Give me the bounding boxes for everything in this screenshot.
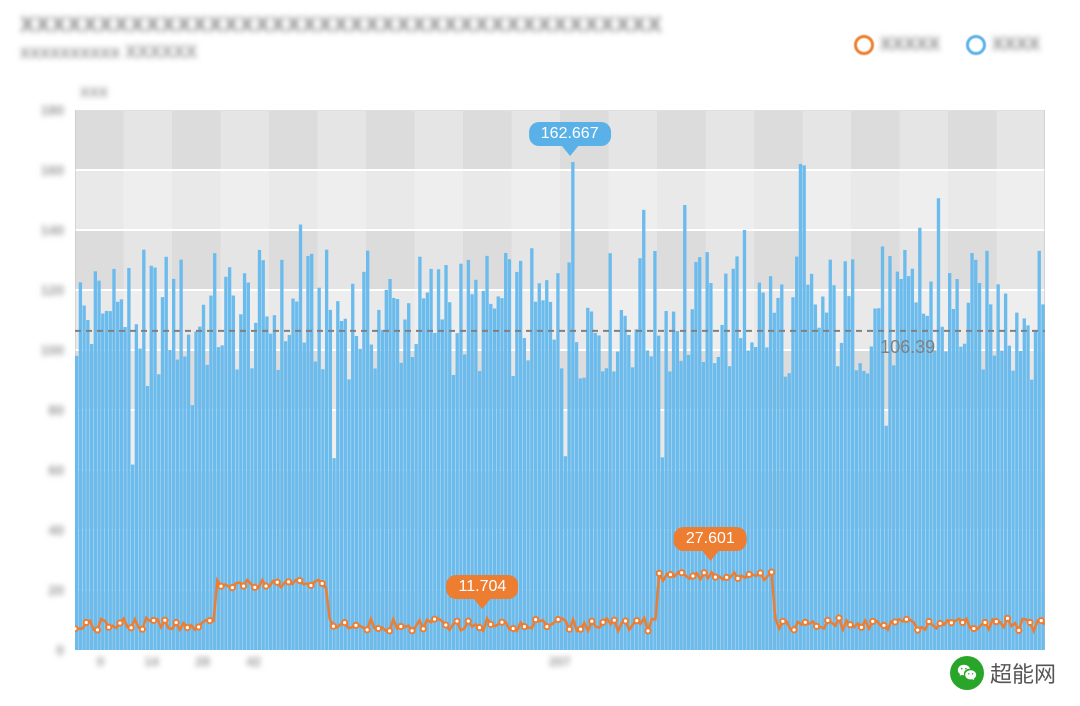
wechat-icon <box>950 656 984 690</box>
plot-area <box>75 110 1045 650</box>
legend-item-blue: XXXX <box>966 34 1040 55</box>
legend: XXXXX XXXX <box>854 34 1040 55</box>
y-axis-title: XXX <box>80 84 108 100</box>
legend-marker-orange-icon <box>854 35 874 55</box>
callout-orange-max-value: 27.601 <box>686 530 735 547</box>
y-axis-ticks: 020406080100120140160180 <box>20 110 70 650</box>
callout-orange-mid: 11.704 <box>447 575 519 599</box>
avg-line-label: 106.39 <box>880 337 935 358</box>
watermark: 超能网 <box>950 656 1056 690</box>
legend-item-orange: XXXXX <box>854 34 940 55</box>
callout-blue-max: 162.667 <box>529 122 611 146</box>
legend-marker-blue-icon <box>966 35 986 55</box>
legend-label-blue: XXXX <box>992 34 1040 55</box>
chart-container: XXXXXXXXXXXXXXXXXXXXXXXXXXXXXXXXXXXXXXXX… <box>0 0 1080 706</box>
chart-subtitle: xxxxxxxxxx XXXXXX <box>20 42 197 63</box>
callout-orange-max: 27.601 <box>674 527 747 551</box>
callout-orange-mid-value: 11.704 <box>459 578 507 595</box>
x-axis-ticks: 0142842207 <box>75 654 1045 684</box>
callout-blue-value: 162.667 <box>541 125 599 142</box>
watermark-text: 超能网 <box>990 657 1056 689</box>
plot-svg <box>75 110 1045 650</box>
legend-label-orange: XXXXX <box>880 34 940 55</box>
chart-title: XXXXXXXXXXXXXXXXXXXXXXXXXXXXXXXXXXXXXXXX… <box>20 12 663 38</box>
